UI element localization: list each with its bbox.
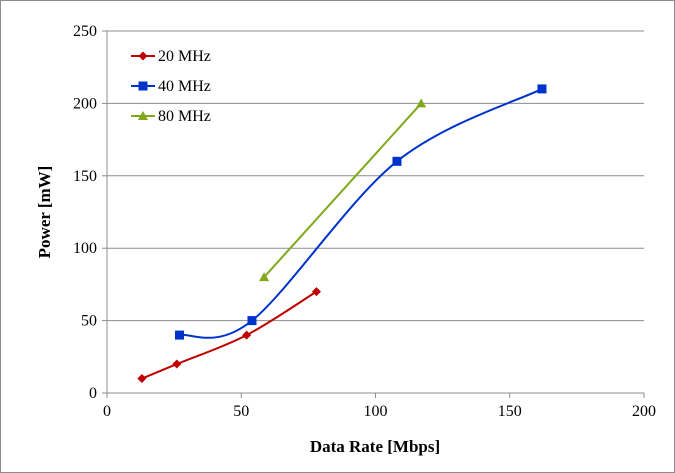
legend-marker-2 <box>138 111 148 120</box>
series-line-0 <box>141 290 317 380</box>
series-1 <box>174 84 547 340</box>
series-line-2 <box>263 102 422 278</box>
y-tick-label-0: 0 <box>89 385 97 402</box>
series-line-1 <box>179 88 543 339</box>
legend-label-2: 80 MHz <box>158 108 211 125</box>
series-2-point-1 <box>416 98 427 108</box>
y-tick-label-4: 200 <box>73 95 97 112</box>
series-0-point-2 <box>242 330 252 340</box>
grid <box>107 30 644 322</box>
y-tick-label-5: 250 <box>73 23 97 40</box>
series-0 <box>137 287 321 384</box>
series-1-point-2 <box>392 156 402 166</box>
series-0-point-0 <box>137 374 147 384</box>
x-axis-title: Data Rate [Mbps] <box>310 437 440 456</box>
x-tick-label-1: 50 <box>233 403 249 420</box>
x-tick-label-2: 100 <box>364 403 388 420</box>
series-1-point-0 <box>174 330 184 340</box>
series-0-point-3 <box>311 287 321 297</box>
series-2 <box>259 98 427 282</box>
legend-label-0: 20 MHz <box>158 48 211 65</box>
legend: 20 MHz 40 MHz 80 MHz <box>131 48 211 125</box>
x-tick-label-0: 0 <box>103 403 111 420</box>
series-0-point-1 <box>172 359 182 369</box>
legend-marker-0 <box>138 51 148 61</box>
series-1-point-1 <box>247 316 257 326</box>
y-axis-title: Power [mW] <box>35 166 54 259</box>
x-tick-label-4: 200 <box>632 403 656 420</box>
series-layer <box>137 84 547 384</box>
legend-label-1: 40 MHz <box>158 78 211 95</box>
y-tick-label-3: 150 <box>73 168 97 185</box>
series-2-point-0 <box>259 272 270 282</box>
x-tick-label-3: 150 <box>498 403 522 420</box>
y-tick-label-1: 50 <box>81 313 97 330</box>
y-tick-label-2: 100 <box>73 240 97 257</box>
series-1-point-3 <box>537 84 547 94</box>
axes: 0 50 100 150 200 250 0 50 100 150 200 <box>73 23 656 420</box>
legend-marker-1 <box>138 81 148 91</box>
